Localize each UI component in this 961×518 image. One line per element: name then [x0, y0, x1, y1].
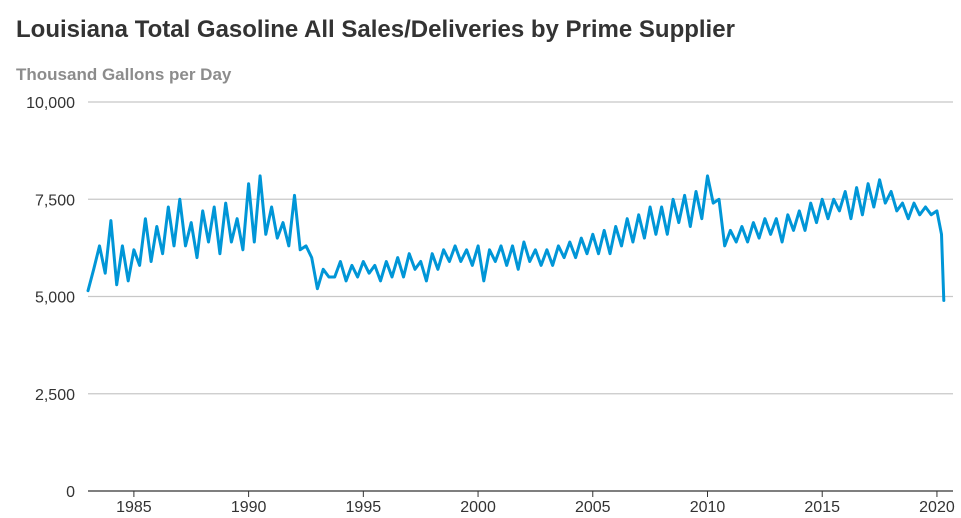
x-tick-label: 2015: [804, 499, 840, 516]
y-tick-label: 5,000: [35, 290, 75, 307]
chart-title: Louisiana Total Gasoline All Sales/Deliv…: [16, 16, 735, 43]
x-tick-label: 1995: [346, 499, 382, 516]
x-tick-label: 2010: [690, 499, 726, 516]
y-axis-ticks: 0 2,500 5,000 7,500 10,000: [26, 95, 75, 501]
gridlines: [88, 101, 953, 492]
x-tick-label: 1990: [231, 499, 267, 516]
y-tick-label: 7,500: [35, 192, 75, 209]
x-tick-label: 2005: [575, 499, 611, 516]
x-tick-label: 2020: [919, 499, 955, 516]
series-line-0: [86, 174, 946, 302]
y-axis-unit-label: Thousand Gallons per Day: [16, 65, 232, 84]
y-tick-label: 2,500: [35, 387, 75, 404]
y-tick-label: 10,000: [26, 95, 75, 112]
x-tick-label: 2000: [460, 499, 496, 516]
x-tick-label: 1985: [116, 499, 152, 516]
series-layer: [86, 174, 946, 302]
y-tick-label: 0: [66, 484, 75, 501]
x-axis-ticks: 1985 1990 1995 2000 2005 2010 2015 2020: [116, 491, 955, 516]
